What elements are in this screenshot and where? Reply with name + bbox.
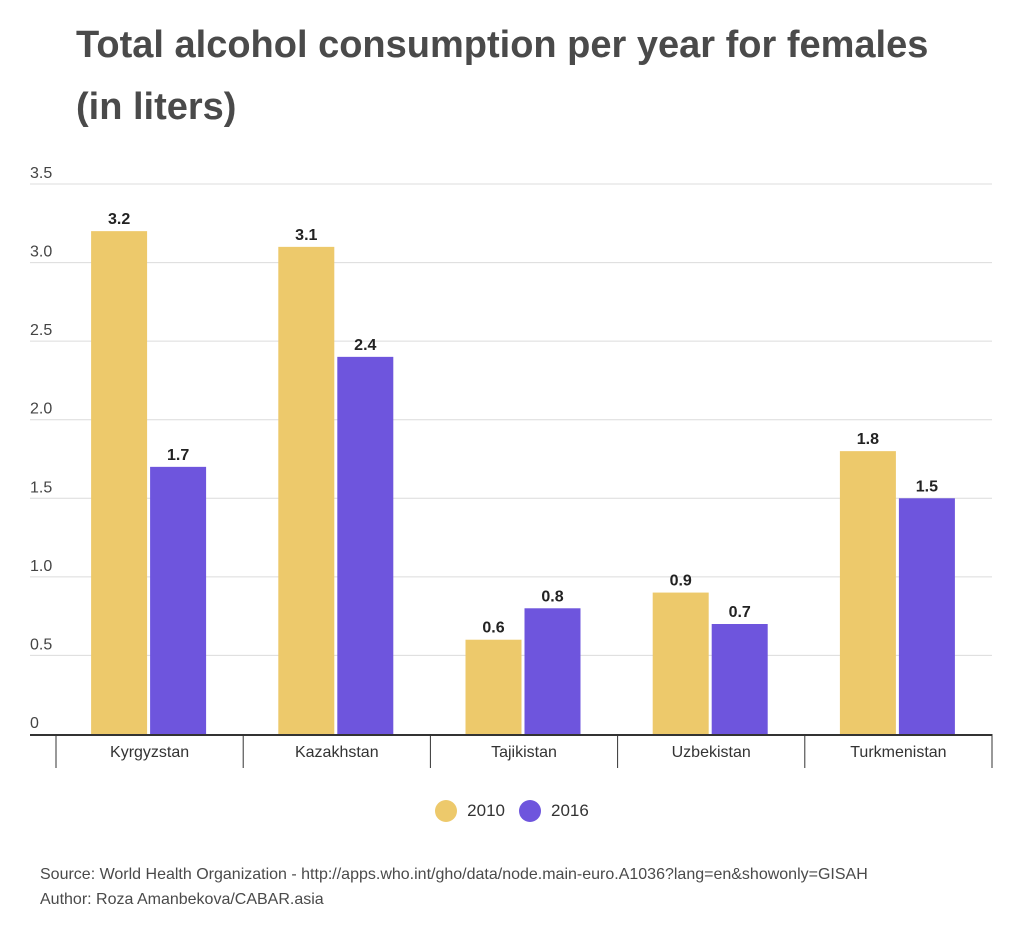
x-tick-label: Uzbekistan xyxy=(672,744,751,761)
chart-title: Total alcohol consumption per year for f… xyxy=(76,24,929,128)
author-text: Author: Roza Amanbekova/CABAR.asia xyxy=(40,891,324,908)
bar xyxy=(278,246,335,734)
x-tick-label: Tajikistan xyxy=(491,744,557,761)
bar xyxy=(898,498,955,734)
y-tick-label: 2.5 xyxy=(30,322,52,339)
data-label: 2.4 xyxy=(354,337,376,354)
source-text: Source: World Health Organization - http… xyxy=(40,866,868,883)
x-tick-label: Kazakhstan xyxy=(295,744,379,761)
legend-swatch-2010 xyxy=(435,800,458,822)
legend-item-2010: 2010 xyxy=(435,800,505,822)
y-tick-label: 2.0 xyxy=(30,401,52,418)
source-note: Source: World Health Organization - http… xyxy=(40,862,1000,912)
y-tick-label: 1.0 xyxy=(30,558,52,575)
bar xyxy=(524,608,581,734)
bar xyxy=(839,451,896,734)
bar xyxy=(337,356,394,734)
y-tick-label: 3.0 xyxy=(30,244,52,261)
bar xyxy=(711,624,768,734)
y-tick-label: 0.5 xyxy=(30,636,52,653)
bar-chart: 0 0.5 1.0 1.5 2.0 2.5 3.0 3.5 Kyrgyzstan 3.2 1.7 Ka… xyxy=(30,165,993,768)
bar xyxy=(465,639,522,734)
legend-label-2016: 2016 xyxy=(551,801,589,820)
data-label: 0.8 xyxy=(541,588,563,605)
legend: 2010 2016 xyxy=(0,800,1024,822)
data-label: 1.7 xyxy=(167,447,189,464)
data-label: 1.8 xyxy=(857,431,879,448)
legend-swatch-2016 xyxy=(519,800,541,822)
data-label: 0.7 xyxy=(729,604,751,621)
y-tick-label: 0 xyxy=(30,715,39,732)
y-tick-label: 1.5 xyxy=(30,479,52,496)
data-label: 0.9 xyxy=(670,573,692,590)
y-tick-label: 3.5 xyxy=(30,165,52,182)
data-label: 3.1 xyxy=(295,227,317,244)
data-label: 3.2 xyxy=(108,211,130,228)
x-tick-label: Turkmenistan xyxy=(850,744,946,761)
legend-label-2010: 2010 xyxy=(467,801,505,820)
bar xyxy=(652,592,709,734)
legend-item-2016: 2016 xyxy=(519,800,589,822)
data-label: 1.5 xyxy=(916,478,938,495)
x-tick-label: Kyrgyzstan xyxy=(110,744,189,761)
data-label: 0.6 xyxy=(482,620,504,637)
bar xyxy=(150,466,207,734)
bar xyxy=(91,231,148,734)
